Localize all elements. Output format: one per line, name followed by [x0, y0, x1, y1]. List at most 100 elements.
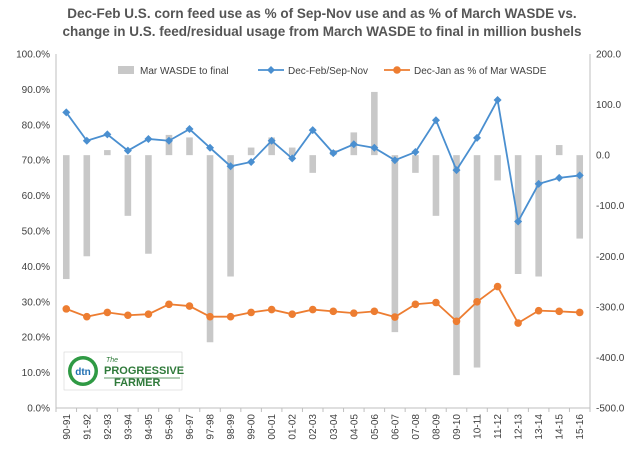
dtn-progressive-farmer-logo: dtn The PROGRESSIVE FARMER — [63, 351, 184, 391]
bar-92-93 — [104, 150, 111, 156]
point-dec-feb-sep-nov — [390, 156, 399, 165]
bar-97-98 — [206, 155, 214, 343]
point-dec-feb-sep-nov — [308, 126, 317, 135]
bar-91-92 — [83, 155, 91, 257]
bar-90-91 — [62, 155, 70, 280]
x-tick-label: 05-06 — [370, 414, 381, 440]
point-dec-feb-sep-nov — [185, 125, 194, 134]
x-tick-label: 98-99 — [226, 414, 237, 440]
point-dec-jan-mar-wasde — [267, 305, 276, 314]
left-tick-label: 90.0% — [22, 85, 50, 96]
logo-mark: dtn — [75, 367, 91, 378]
right-tick-label: -300.0 — [596, 302, 625, 313]
left-tick-label: 40.0% — [22, 262, 50, 273]
bar-98-99 — [227, 155, 234, 277]
right-tick-label: 0.0 — [596, 151, 610, 162]
left-tick-label: 0.0% — [27, 404, 50, 415]
point-dec-jan-mar-wasde — [206, 312, 214, 321]
left-tick-label: 70.0% — [22, 156, 50, 167]
x-tick-label: 00-01 — [267, 414, 278, 440]
point-dec-feb-sep-nov — [267, 136, 276, 145]
legend-label-bar: Mar WASDE to final — [140, 66, 229, 77]
bar-13-14 — [535, 155, 542, 277]
point-dec-jan-mar-wasde — [308, 305, 317, 314]
point-dec-jan-mar-wasde — [432, 298, 440, 307]
x-tick-label: 91-92 — [82, 414, 93, 440]
series-line-dec-feb-sep-nov — [65, 97, 580, 225]
point-dec-jan-mar-wasde — [534, 306, 543, 315]
point-dec-feb-sep-nov — [82, 136, 91, 145]
bar-02-03 — [309, 155, 317, 173]
point-dec-jan-mar-wasde — [555, 307, 563, 316]
point-dec-feb-sep-nov — [247, 157, 256, 166]
legend-marker-circle — [393, 66, 401, 74]
point-dec-jan-mar-wasde — [165, 300, 173, 309]
point-dec-feb-sep-nov — [62, 108, 71, 117]
bar-00-01 — [268, 137, 275, 156]
right-tick-label: 200.0 — [596, 50, 621, 61]
x-tick-label: 02-03 — [308, 414, 319, 440]
left-tick-label: 30.0% — [22, 297, 50, 308]
left-tick-label: 10.0% — [22, 368, 50, 379]
x-tick-label: 13-14 — [534, 414, 545, 440]
bar-05-06 — [371, 91, 378, 156]
point-dec-jan-mar-wasde — [103, 308, 112, 317]
x-tick-label: 97-98 — [206, 414, 217, 440]
series-line-dec-jan-mar-wasde — [65, 285, 580, 325]
line-series — [62, 96, 584, 327]
axes: 0.0% 10.0% 20.0% 30.0% 40.0% 50.0% 60.0% 70.0% 8… — [16, 50, 625, 440]
bar-96-97 — [186, 137, 193, 156]
point-dec-feb-sep-nov — [226, 162, 235, 171]
x-tick-label: 90-91 — [62, 414, 73, 440]
x-tick-label: 15-16 — [575, 414, 586, 440]
point-dec-jan-mar-wasde — [493, 282, 502, 291]
point-dec-feb-sep-nov — [534, 179, 543, 188]
bar-series — [62, 91, 584, 376]
point-dec-feb-sep-nov — [206, 143, 215, 152]
bar-93-94 — [124, 155, 132, 216]
bar-09-10 — [453, 155, 460, 376]
bar-12-13 — [514, 155, 522, 274]
x-tick-label: 94-95 — [144, 414, 155, 440]
point-dec-jan-mar-wasde — [185, 302, 194, 310]
bar-07-08 — [412, 155, 419, 173]
point-dec-feb-sep-nov — [514, 217, 523, 226]
point-dec-jan-mar-wasde — [226, 312, 235, 321]
point-dec-feb-sep-nov — [411, 148, 420, 157]
point-dec-feb-sep-nov — [431, 116, 440, 125]
x-tick-label: 99-00 — [247, 414, 258, 440]
point-dec-jan-mar-wasde — [370, 307, 379, 316]
left-tick-label: 50.0% — [22, 227, 50, 238]
x-tick-label: 04-05 — [349, 414, 360, 440]
logo-the: The — [106, 357, 118, 364]
point-dec-feb-sep-nov — [288, 154, 297, 163]
bar-15-16 — [576, 155, 584, 239]
chart-title-line2: change in U.S. feed/residual usage from … — [62, 24, 581, 39]
point-dec-feb-sep-nov — [329, 149, 338, 158]
bar-94-95 — [145, 155, 152, 254]
point-dec-jan-mar-wasde — [144, 310, 153, 318]
bar-08-09 — [432, 155, 440, 216]
x-tick-label: 08-09 — [431, 414, 442, 440]
point-dec-jan-mar-wasde — [514, 319, 522, 327]
point-dec-jan-mar-wasde — [575, 308, 584, 317]
point-dec-jan-mar-wasde — [83, 312, 91, 321]
bar-01-02 — [288, 147, 296, 156]
point-dec-feb-sep-nov — [452, 166, 461, 175]
x-tick-label: 92-93 — [103, 414, 114, 440]
point-dec-jan-mar-wasde — [288, 310, 296, 318]
right-tick-label: 100.0 — [596, 100, 621, 111]
point-dec-feb-sep-nov — [575, 171, 584, 180]
bar-99-00 — [247, 147, 255, 156]
x-tick-label: 01-02 — [288, 414, 299, 440]
bar-14-15 — [555, 145, 563, 156]
point-dec-jan-mar-wasde — [411, 300, 420, 309]
left-tick-label: 20.0% — [22, 333, 50, 344]
legend-marker-diamond — [267, 66, 275, 74]
x-tick-label: 93-94 — [123, 414, 134, 440]
legend-label-blue: Dec-Feb/Sep-Nov — [288, 66, 368, 77]
point-dec-jan-mar-wasde — [329, 307, 338, 316]
x-tick-label: 95-96 — [164, 414, 175, 440]
